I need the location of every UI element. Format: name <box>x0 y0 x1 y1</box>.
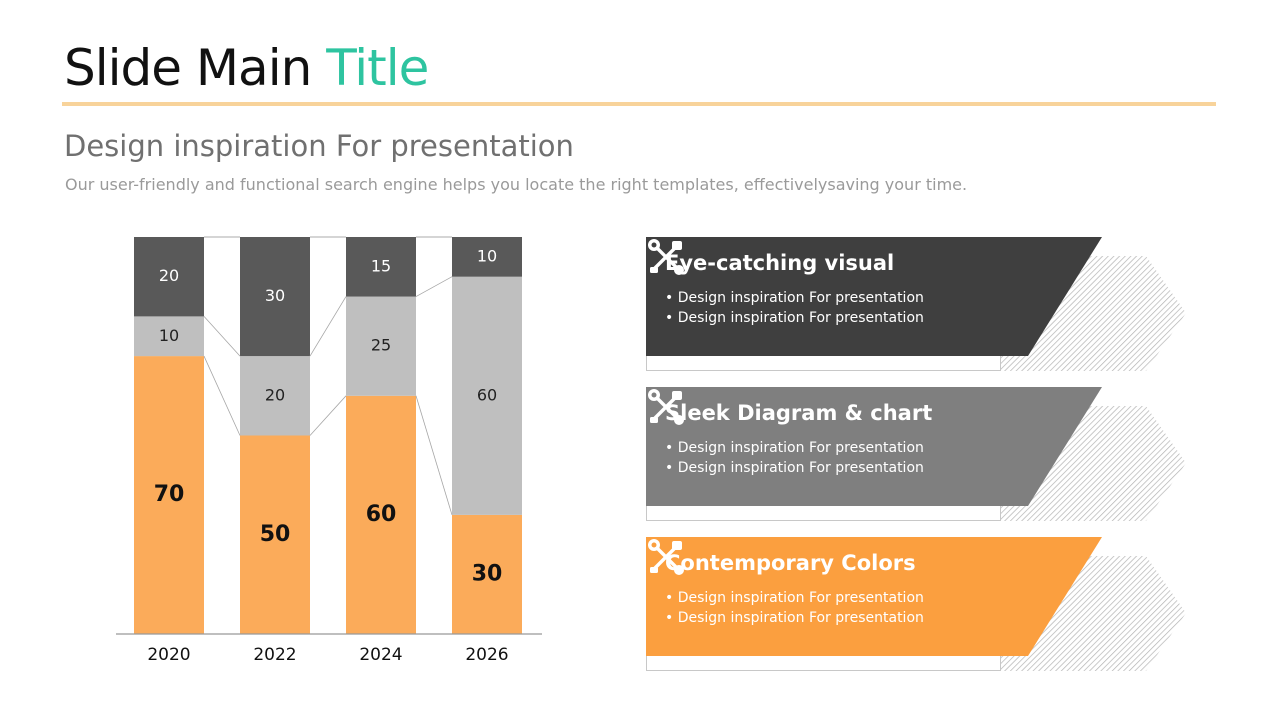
tools-icon <box>648 389 684 425</box>
card-bullet: Design inspiration For presentation <box>665 588 924 608</box>
x-tick-label: 2022 <box>253 645 296 665</box>
data-label: 15 <box>371 256 391 275</box>
data-label: 50 <box>260 522 291 547</box>
data-label: 30 <box>265 286 285 305</box>
x-tick-label: 2026 <box>465 645 508 665</box>
bar-segment <box>134 237 204 317</box>
bar-segment <box>346 395 416 634</box>
bar-segment <box>240 237 310 357</box>
bar-segment <box>240 435 310 634</box>
data-label: 30 <box>472 561 503 586</box>
card-bullet: Design inspiration For presentation <box>665 438 924 458</box>
data-label: 60 <box>366 502 397 527</box>
title-accent: Title <box>326 39 429 97</box>
description: Our user-friendly and functional search … <box>65 175 968 194</box>
bar-segment <box>134 356 204 634</box>
card-bullet: Design inspiration For presentation <box>665 308 924 328</box>
data-label: 60 <box>477 385 497 404</box>
card-bullet: Design inspiration For presentation <box>665 288 924 308</box>
connector-line <box>203 316 241 357</box>
bar-segment <box>346 237 416 297</box>
tools-icon <box>648 539 684 575</box>
connector-line <box>309 395 347 436</box>
card-bullets: Design inspiration For presentation Desi… <box>665 438 924 478</box>
x-tick-label: 2024 <box>359 645 402 665</box>
data-label: 20 <box>265 385 285 404</box>
card-bullet: Design inspiration For presentation <box>665 458 924 478</box>
data-label: 10 <box>159 326 179 345</box>
bar-segment <box>346 296 416 396</box>
data-label: 70 <box>154 482 185 507</box>
feature-card-1[interactable]: Eye-catching visual Design inspiration F… <box>646 237 1206 377</box>
bar-segment <box>134 316 204 357</box>
card-title: Eye-catching visual <box>665 251 895 275</box>
card-title: Sleek Diagram & chart <box>665 401 933 425</box>
bar-segment <box>452 514 522 634</box>
x-tick-label: 2020 <box>147 645 190 665</box>
feature-card-2[interactable]: Sleek Diagram & chart Design inspiration… <box>646 387 1206 527</box>
subtitle: Design inspiration For presentation <box>64 129 574 163</box>
bar-segment <box>240 356 310 436</box>
card-bullets: Design inspiration For presentation Desi… <box>665 588 924 628</box>
title-divider <box>62 102 1216 106</box>
tools-icon <box>648 239 684 275</box>
bar-segment <box>452 237 522 277</box>
connector-line <box>415 395 453 516</box>
connector-line <box>415 276 453 297</box>
page-title: Slide Main Title <box>64 38 429 98</box>
card-bullets: Design inspiration For presentation Desi… <box>665 288 924 328</box>
data-label: 10 <box>477 246 497 265</box>
connector-line <box>203 355 241 436</box>
connector-line <box>309 296 347 357</box>
title-main: Slide Main <box>64 39 312 97</box>
bar-segment <box>452 276 522 515</box>
card-bullet: Design inspiration For presentation <box>665 608 924 628</box>
data-label: 25 <box>371 336 391 355</box>
card-title: Contemporary Colors <box>665 551 916 575</box>
feature-card-3[interactable]: Contemporary Colors Design inspiration F… <box>646 537 1206 677</box>
data-label: 20 <box>159 266 179 285</box>
